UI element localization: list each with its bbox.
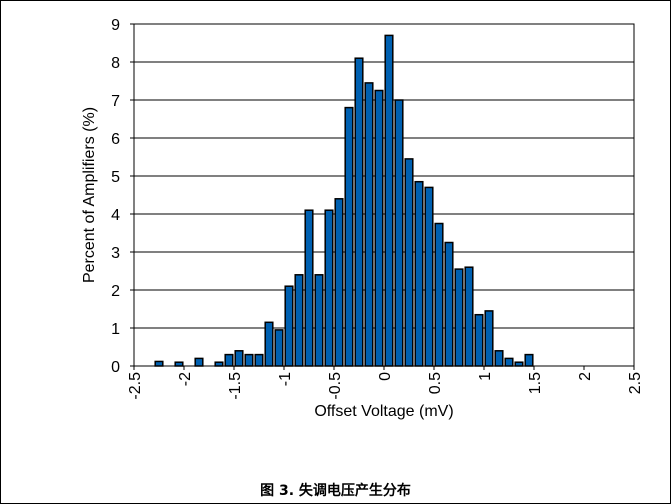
histogram-bar — [154, 360, 164, 367]
histogram-bar — [404, 158, 414, 367]
histogram-bar — [384, 34, 394, 367]
x-tick-label: 2 — [577, 372, 594, 381]
histogram-bar — [324, 209, 334, 367]
histogram-bar — [304, 209, 314, 367]
histogram-bar — [354, 57, 364, 367]
y-tick-label: 2 — [111, 283, 120, 300]
histogram-bar — [474, 313, 484, 367]
plot-area-border — [133, 23, 635, 367]
histogram-bar — [264, 321, 274, 367]
y-tick-label: 3 — [111, 245, 120, 262]
histogram-bar — [194, 357, 204, 367]
x-tick-label: -1 — [277, 372, 294, 386]
histogram-bar — [214, 361, 224, 367]
histogram-bar — [284, 285, 294, 367]
histogram-bar — [424, 186, 434, 367]
histogram-bar — [504, 357, 514, 367]
y-tick-label: 6 — [111, 131, 120, 148]
x-tick-label: 0.5 — [427, 372, 444, 394]
x-tick-label: 1 — [477, 372, 494, 381]
y-tick-label: 0 — [111, 359, 120, 376]
x-tick-label: -0.5 — [327, 372, 344, 400]
histogram-bar — [484, 310, 494, 367]
histogram-bar — [374, 89, 384, 367]
figure-caption: 图 3. 失调电压产生分布 — [260, 483, 411, 499]
y-tick-label: 5 — [111, 169, 120, 186]
histogram-bar — [274, 329, 284, 367]
histogram-bar — [494, 350, 504, 367]
histogram-bar — [514, 361, 524, 367]
y-tick-label: 4 — [111, 207, 120, 224]
x-tick-label: 2.5 — [627, 372, 644, 394]
histogram-bar — [314, 274, 324, 367]
histogram-bar — [524, 353, 534, 367]
x-tick-label: 1.5 — [527, 372, 544, 394]
x-tick-label: -2.5 — [127, 372, 144, 400]
grid-lines — [134, 61, 634, 329]
histogram-bar — [224, 353, 234, 367]
y-tick-label: 7 — [111, 93, 120, 110]
x-axis-label: Offset Voltage (mV) — [314, 403, 453, 420]
bar-series — [154, 34, 534, 367]
histogram-bar — [444, 241, 454, 367]
histogram-bar — [454, 268, 464, 367]
y-tick-label: 8 — [111, 55, 120, 72]
y-tick-label: 1 — [111, 321, 120, 338]
histogram-bar — [294, 274, 304, 367]
histogram-bar — [344, 106, 354, 367]
histogram-bar — [394, 99, 404, 367]
histogram-bar — [244, 353, 254, 367]
x-tick-label: -2 — [177, 372, 194, 386]
histogram-bar — [234, 350, 244, 367]
y-axis-ticks: 0 1 2 3 4 5 6 7 8 9 — [111, 17, 134, 376]
histogram-bar — [464, 266, 474, 367]
y-axis-label: Percent of Amplifiers (%) — [81, 107, 98, 283]
histogram-bar — [334, 198, 344, 367]
histogram-bar — [414, 180, 424, 367]
y-tick-label: 9 — [111, 17, 120, 34]
histogram-bar — [434, 222, 444, 367]
x-tick-label: -1.5 — [227, 372, 244, 400]
histogram-bar — [254, 353, 264, 367]
histogram-bar — [364, 82, 374, 367]
x-axis-ticks: -2.5 -2 -1.5 -1 -0.5 0 0.5 1 1.5 2 2.5 — [127, 366, 644, 400]
histogram-bar — [174, 361, 184, 367]
x-tick-label: 0 — [377, 372, 394, 381]
